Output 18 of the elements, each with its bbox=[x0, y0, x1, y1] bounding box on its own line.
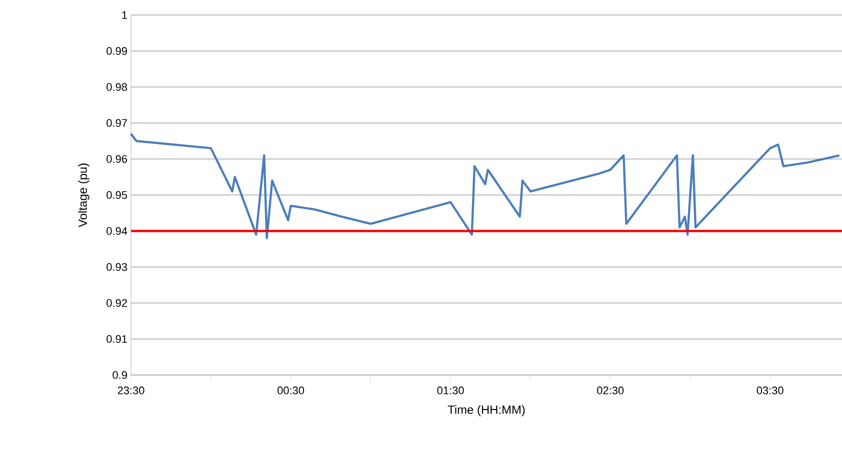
x-tick-label: 01:30 bbox=[437, 386, 464, 394]
y-tick-label: 0.94 bbox=[106, 227, 128, 235]
y-tick-label: 0.96 bbox=[106, 155, 127, 163]
x-tick-label: 23:30 bbox=[118, 386, 144, 394]
x-tick-label: 02:30 bbox=[597, 386, 624, 394]
y-tick-label: 0.9 bbox=[112, 371, 127, 379]
y-tick-label: 0.97 bbox=[106, 119, 127, 127]
y-tick-label: 0.95 bbox=[106, 191, 128, 199]
y-tick-label: 0.91 bbox=[106, 335, 127, 343]
y-tick-label: 0.99 bbox=[106, 47, 127, 55]
y-axis-title: Voltage (pu) bbox=[78, 164, 90, 228]
x-tick-label: 00:30 bbox=[277, 386, 304, 394]
y-tick-label: 0.93 bbox=[106, 263, 127, 271]
x-axis-title: Time (HH:MM) bbox=[448, 405, 525, 416]
y-tick-label: 0.92 bbox=[106, 299, 127, 307]
x-tick-label: 03:30 bbox=[756, 386, 784, 394]
y-tick-label: 1 bbox=[122, 11, 127, 19]
y-tick-label: 0.98 bbox=[106, 83, 127, 91]
